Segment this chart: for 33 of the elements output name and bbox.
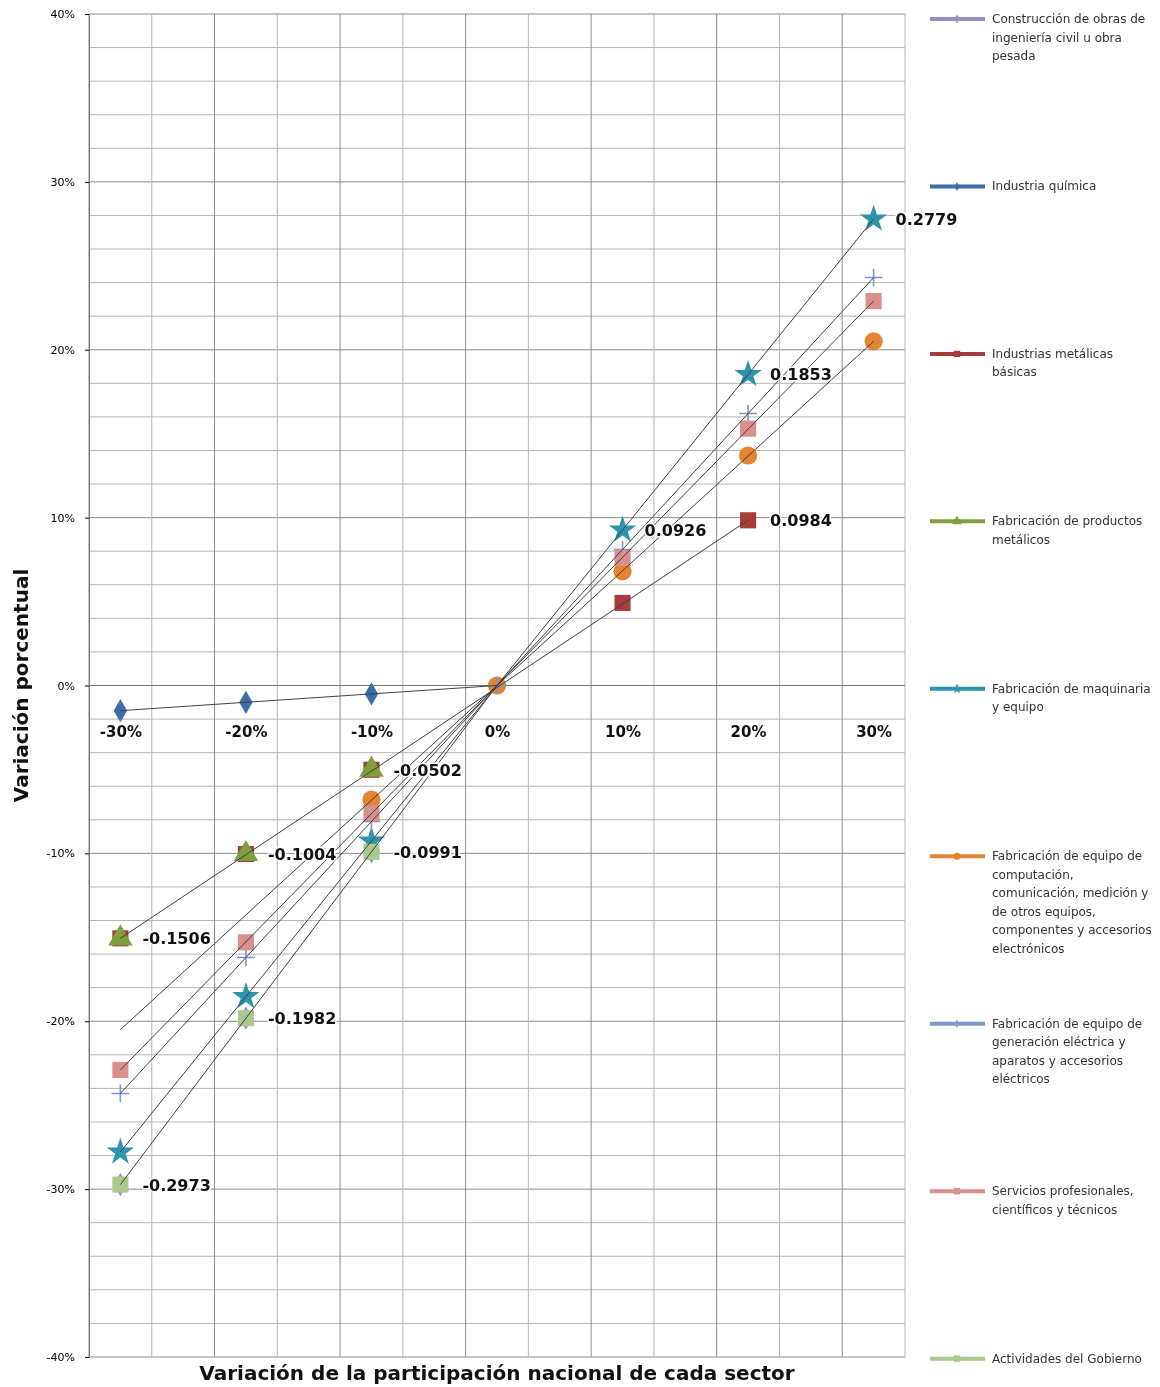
x-tick-label: 20%: [730, 722, 767, 741]
legend-label: Construcción de obras de ingeniería civil u obra pesada: [992, 12, 1146, 63]
x-tick-label: 10%: [605, 722, 641, 741]
legend-label: Fabricación de maquinaria y equipo: [992, 681, 1151, 715]
y-tick-label: 0%: [57, 679, 75, 693]
x-tick-label: -10%: [350, 722, 394, 741]
y-tick-label: 20%: [50, 343, 75, 357]
data-label: -0.0991: [393, 842, 462, 862]
y-tick-label: 10%: [50, 511, 75, 525]
legend-label: Fabricación de productos metálicos: [992, 514, 1143, 547]
legend-label: Industrias metálicas básicas: [992, 346, 1114, 380]
legend-label: Fabricación de equipo de generación eléctrica y aparatos y accesorios eléctricos: [992, 1016, 1143, 1087]
legend-label: Fabricación de equipo de computación, comunicación, medición y de otros equipos, componentes y accesorios electrónicos: [992, 849, 1152, 956]
y-tick-label: -30%: [46, 1183, 75, 1197]
data-label: -0.2973: [142, 1175, 211, 1195]
y-axis-title: Variación porcentual: [9, 568, 33, 803]
legend-label: Industria química: [992, 179, 1097, 194]
data-label: 0.2779: [895, 209, 958, 229]
y-tick-label: 40%: [50, 8, 75, 22]
x-tick-label: -20%: [225, 722, 268, 741]
y-tick-label: -40%: [46, 1351, 75, 1365]
legend-label: Servicios profesionales, científicos y técnicos: [992, 1184, 1134, 1217]
data-label: -0.1982: [267, 1009, 337, 1029]
legend-label: Actividades del Gobierno: [992, 1351, 1142, 1366]
x-tick-label: -30%: [99, 722, 142, 741]
y-tick-label: -20%: [46, 1015, 75, 1029]
x-tick-label: 0%: [484, 722, 511, 741]
x-axis-title: Variación de la participación nacional de cada sector: [199, 1361, 795, 1385]
x-tick-label: 30%: [856, 722, 893, 741]
data-label: 0.0984: [770, 511, 832, 531]
y-tick-label: -10%: [46, 847, 75, 861]
data-label: -0.1506: [142, 929, 211, 949]
y-tick-label: 30%: [50, 175, 75, 189]
